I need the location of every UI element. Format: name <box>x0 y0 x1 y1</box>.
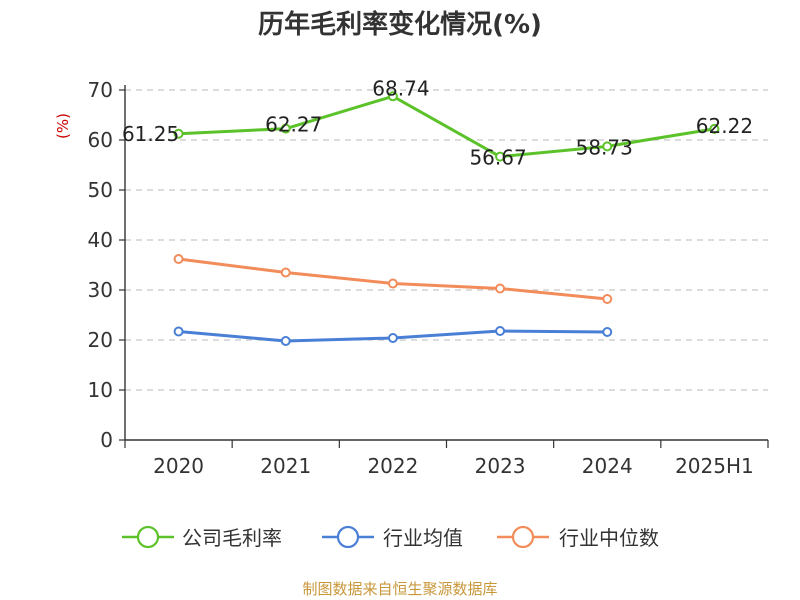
data-point <box>280 336 291 346</box>
legend-marker <box>336 525 360 549</box>
x-tick-label: 2023 <box>475 454 526 478</box>
data-point <box>387 333 398 343</box>
y-tick-label: 50 <box>88 178 113 202</box>
x-tick-label: 2020 <box>153 454 204 478</box>
data-point <box>495 151 506 162</box>
legend-marker <box>511 525 535 549</box>
x-tick-label: 2022 <box>367 454 418 478</box>
data-point <box>602 327 613 337</box>
data-point <box>387 91 398 102</box>
data-label: 62.27 <box>265 113 322 137</box>
y-tick-label: 60 <box>88 128 113 152</box>
legend-item-0: 公司毛利率 <box>122 525 282 550</box>
legend-label: 行业均值 <box>383 526 463 550</box>
x-tick-label: 2021 <box>260 454 311 478</box>
data-point <box>495 326 506 336</box>
series-lines <box>173 91 720 346</box>
gridlines <box>125 89 768 391</box>
data-point <box>173 326 184 337</box>
x-tick-label: 2024 <box>582 454 633 478</box>
y-tick-label: 10 <box>88 378 113 402</box>
data-label: 68.74 <box>372 76 429 100</box>
y-tick-label: 0 <box>100 428 113 452</box>
legend-item-2: 行业中位数 <box>497 525 659 550</box>
data-point <box>280 267 291 278</box>
data-point <box>173 254 184 264</box>
chart-title: 历年毛利率变化情况(%) <box>258 9 542 40</box>
legend-marker <box>136 525 160 549</box>
y-tick-label: 70 <box>88 78 113 102</box>
series-0 <box>173 91 720 162</box>
axes: 0 10 20 30 40 50 60 70 2020 2021 2022 2023 2024 2025H… <box>88 78 769 478</box>
series-1 <box>173 326 613 346</box>
data-point <box>173 128 184 139</box>
data-point <box>602 141 613 152</box>
data-point <box>495 283 506 294</box>
series-line <box>178 94 715 159</box>
data-point <box>709 123 720 134</box>
data-label: 62.22 <box>696 114 753 138</box>
data-point <box>280 123 291 134</box>
source-note: 制图数据来自恒生聚源数据库 <box>302 580 497 598</box>
data-labels: 61.25 62.27 68.74 56.67 58.73 62.22 <box>122 76 753 169</box>
data-point <box>602 294 613 304</box>
y-tick-label: 40 <box>88 228 113 252</box>
data-label: 56.67 <box>469 146 526 170</box>
y-tick-label: 30 <box>88 278 113 302</box>
data-point <box>387 278 398 289</box>
legend-label: 公司毛利率 <box>182 526 282 550</box>
legend: 公司毛利率 行业均值 行业中位数 <box>122 525 659 550</box>
x-tick-label: 2025H1 <box>675 454 754 478</box>
y-tick-label: 20 <box>88 328 113 352</box>
legend-label: 行业中位数 <box>559 526 659 550</box>
series-2 <box>173 254 613 304</box>
data-label: 61.25 <box>122 122 179 146</box>
legend-item-1: 行业均值 <box>322 525 463 550</box>
data-label: 58.73 <box>576 135 633 159</box>
y-axis-label: (%) <box>54 113 72 139</box>
